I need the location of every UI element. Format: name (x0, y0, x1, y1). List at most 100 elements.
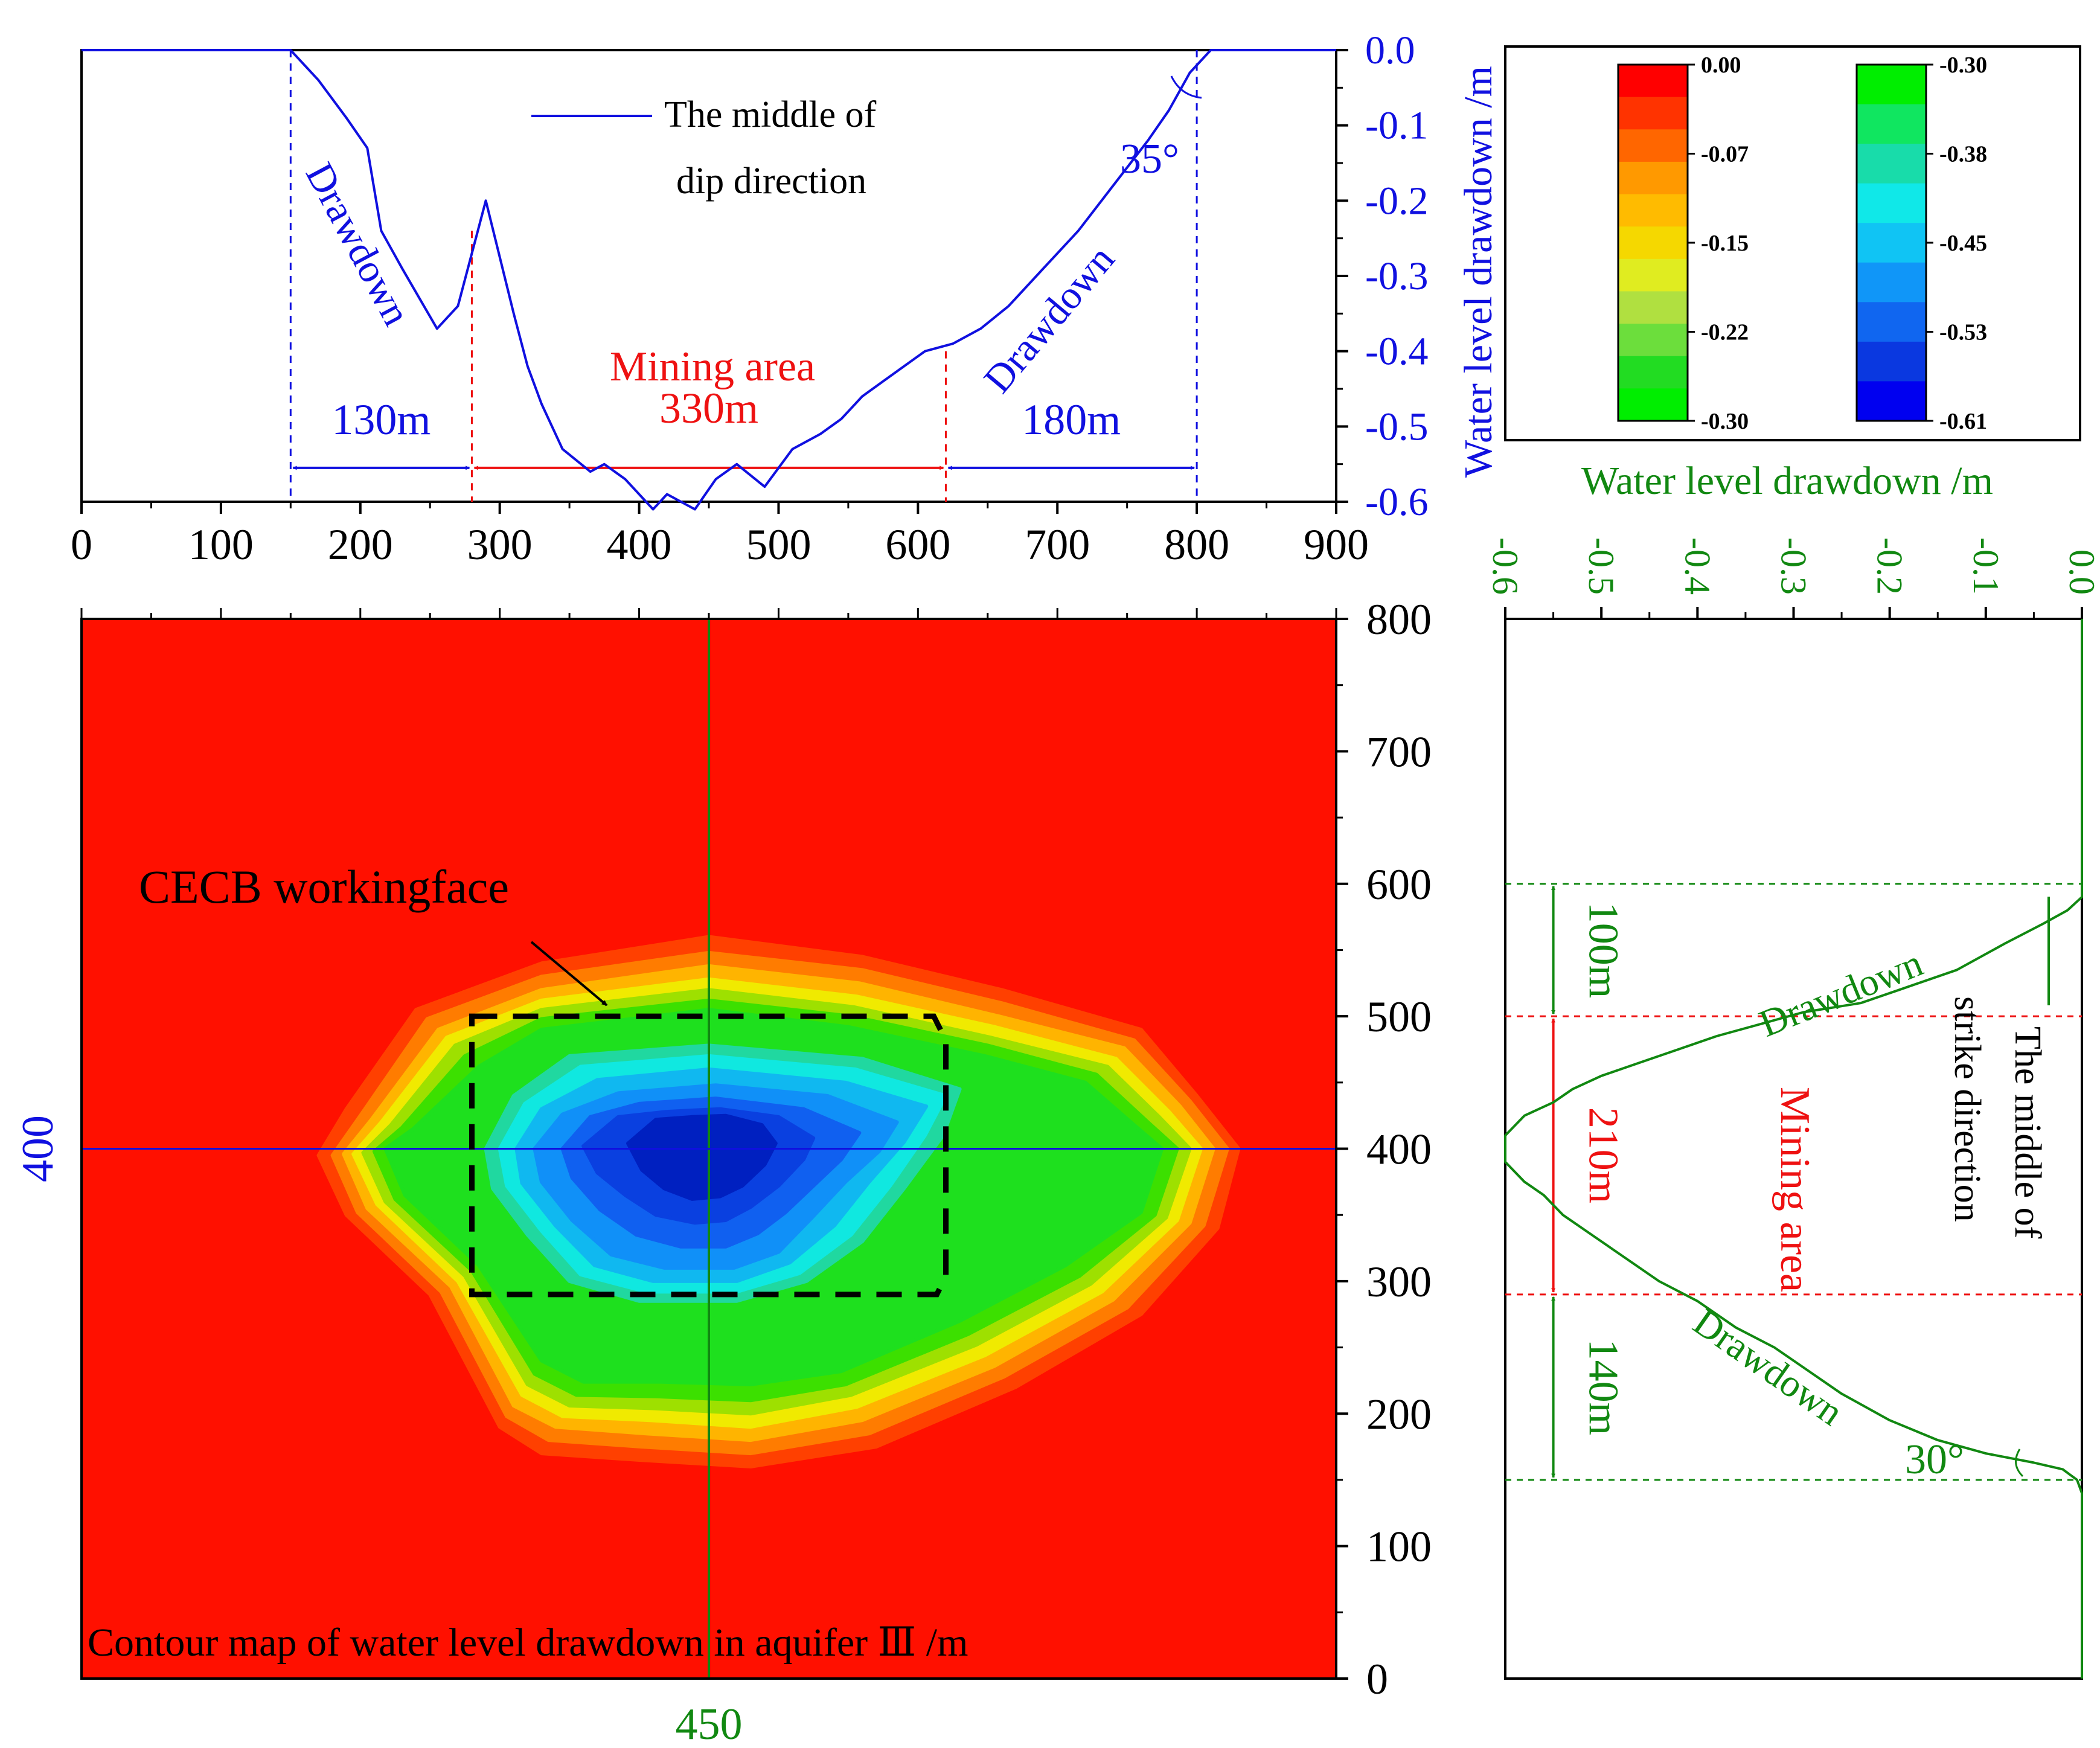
dip-y-tick-label: -0.4 (1365, 330, 1428, 374)
dip-boundary-markers (289, 50, 1198, 502)
contour-map: 0 100 200 300 400 500 600 700 800 CECB workingfa… (13, 595, 1432, 1748)
dip-x-tick-label: 600 (885, 520, 950, 569)
colorbar-tick-label: -0.15 (1701, 231, 1749, 256)
colorbar-tick-label: -0.45 (1939, 231, 1987, 256)
strike-x-axis-title: Water level drawdown /m (1581, 459, 1993, 503)
dip-dimension-spans: 130m 330m 180m (292, 384, 1195, 470)
dip-span-label: 130m (331, 395, 431, 444)
strike-x-tick-label: -0.6 (1485, 537, 1525, 595)
dip-y-axis: 0.0 -0.1 -0.2 -0.3 -0.4 -0.5 -0.6 (1336, 28, 1428, 524)
colorbar-tick-label: 0.00 (1701, 53, 1741, 78)
dip-span-label: 330m (659, 384, 758, 432)
map-y-tick-label: 100 (1366, 1523, 1432, 1571)
colorbar-swatch (1618, 356, 1688, 389)
dip-angle-label: 35° (1120, 136, 1179, 182)
colorbar-swatch (1618, 97, 1688, 130)
dip-y-tick-label: -0.2 (1365, 179, 1428, 223)
workingface-label: CECB workingface (139, 860, 509, 913)
colorbar-swatch (1618, 161, 1688, 195)
map-y-tick-label: 400 (1366, 1125, 1432, 1174)
map-y-tick-label: 500 (1366, 993, 1432, 1041)
colorbar-swatch (1857, 223, 1926, 263)
colorbar-swatch (1618, 129, 1688, 162)
strike-drawdown-line (1504, 619, 2083, 1679)
colorbar-lower-range: -0.30 -0.38 -0.45 -0.53 -0.61 (1855, 53, 1987, 434)
dip-y-tick-label: -0.1 (1365, 104, 1428, 148)
dip-span-label: 180m (1022, 395, 1121, 444)
workingface-outline (469, 1013, 949, 1298)
dip-drawdown-line (82, 49, 1336, 511)
dip-x-tick-label: 300 (467, 520, 533, 569)
colorbar-swatch (1618, 388, 1688, 421)
strike-angle-label: 30° (1905, 1436, 1964, 1483)
map-y-tick-label: 200 (1366, 1390, 1432, 1438)
dip-x-tick-label: 100 (188, 520, 254, 569)
dip-y-tick-label: -0.6 (1365, 480, 1428, 524)
dip-x-tick-label: 700 (1025, 520, 1090, 569)
strike-mining-area-label: Mining area (1772, 1087, 1818, 1292)
colorbar-swatch (1618, 324, 1688, 357)
colorbar-box (1504, 45, 2081, 441)
colorbar-tick-label: -0.07 (1701, 142, 1749, 167)
colorbar-swatch (1618, 65, 1688, 98)
strike-angle-arc (2015, 1449, 2024, 1477)
contour-level (626, 1113, 778, 1201)
colorbar-swatch (1618, 258, 1688, 292)
strike-x-tick-label: -0.2 (1870, 537, 1910, 595)
colorbar-tick-label: -0.61 (1939, 409, 1987, 434)
colorbar-swatch (1857, 65, 1926, 105)
dip-mining-area-label: Mining area (610, 344, 815, 390)
dip-y-tick-label: 0.0 (1365, 28, 1415, 72)
map-y-tick-label: 600 (1366, 860, 1432, 909)
colorbar-tick-label: -0.30 (1701, 409, 1749, 434)
map-y-tick-label: 0 (1366, 1655, 1388, 1703)
strike-legend-label: The middle of (2007, 1026, 2048, 1239)
strike-drawdown-upper-label: Drawdown (1753, 941, 1929, 1045)
strike-dimension-spans: 100m 210m 140m (1551, 886, 1627, 1478)
colorbar-swatch (1857, 183, 1926, 224)
colorbar-swatch (1857, 262, 1926, 303)
dip-y-axis-title: Water level drawdown /m (1456, 66, 1500, 478)
strike-profile-chart: Water level drawdown /m -0.6 -0.5 -0.4 -0.3… (1485, 459, 2100, 1680)
colorbar-swatch (1618, 226, 1688, 260)
drawdown-contours (316, 935, 1241, 1468)
colorbar-legend: 0.00 -0.07 -0.15 -0.22 -0.30 -0.30 -0.38 -0.45… (1504, 45, 2081, 441)
map-y-tick-label: 700 (1366, 728, 1432, 776)
dip-legend-label-line2: dip direction (676, 161, 866, 202)
map-y-tick-label: 800 (1366, 595, 1432, 644)
colorbar-tick-label: -0.30 (1939, 53, 1987, 78)
strike-x-tick-label: -0.3 (1774, 537, 1814, 595)
colorbar-tick-label: -0.53 (1939, 320, 1987, 345)
dip-x-axis: 0 100 200 300 400 500 600 700 800 900 (71, 502, 1369, 569)
dip-x-tick-label: 800 (1164, 520, 1229, 569)
dip-drawdown-left-label: Drawdown (297, 156, 419, 333)
colorbar-swatch (1857, 341, 1926, 382)
colorbar-swatch (1857, 144, 1926, 184)
cross-y-label: 400 (13, 1115, 63, 1182)
dip-x-tick-label: 400 (607, 520, 672, 569)
strike-boundary-markers (1505, 883, 2082, 1481)
strike-x-tick-label: -0.5 (1581, 537, 1621, 595)
dip-y-tick-label: -0.3 (1365, 254, 1428, 298)
cross-x-label: 450 (676, 1700, 743, 1748)
strike-x-tick-label: 0.0 (2062, 549, 2100, 595)
colorbar-swatch (1857, 104, 1926, 145)
dip-angle-arc (1170, 75, 1202, 99)
colorbar-tick-label: -0.22 (1701, 320, 1749, 345)
dip-profile-chart: 0 100 200 300 400 500 600 700 800 900 0.0 -0.1 -0.2… (71, 28, 1500, 569)
strike-legend-label-line2: strike direction (1947, 996, 1988, 1222)
strike-x-axis: -0.6 -0.5 -0.4 -0.3 -0.2 -0.1 0.0 (1485, 537, 2100, 619)
colorbar-tick-label: -0.38 (1939, 142, 1987, 167)
strike-span-label: 210m (1580, 1107, 1627, 1203)
strike-drawdown-lower-label: Drawdown (1686, 1300, 1851, 1433)
strike-span-label: 100m (1580, 902, 1627, 998)
strike-x-tick-label: -0.1 (1966, 537, 2006, 595)
colorbar-swatch (1857, 381, 1926, 421)
colorbar-upper-range: 0.00 -0.07 -0.15 -0.22 -0.30 (1617, 53, 1749, 434)
dip-x-tick-label: 200 (328, 520, 393, 569)
strike-span-label: 140m (1580, 1339, 1627, 1435)
dip-legend-label: The middle of (664, 94, 877, 135)
map-axes: 0 100 200 300 400 500 600 700 800 (80, 595, 1432, 1703)
dip-x-tick-label: 500 (746, 520, 811, 569)
